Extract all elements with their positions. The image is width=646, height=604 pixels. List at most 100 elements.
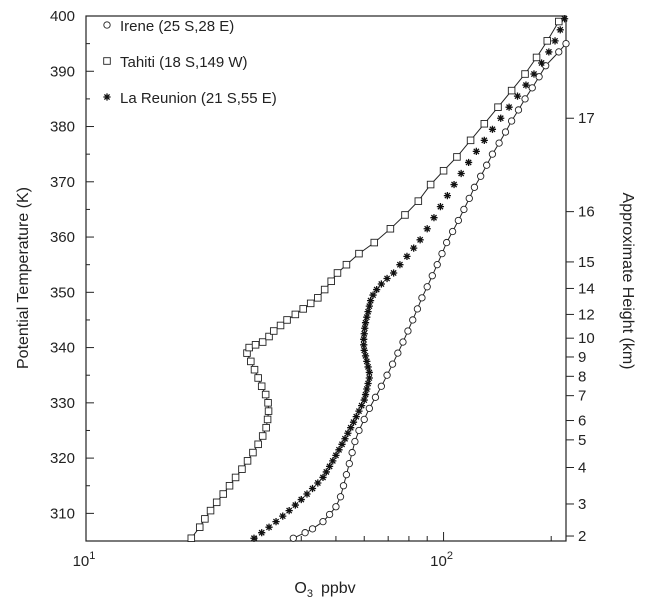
data-point-square — [261, 390, 270, 399]
data-point-circle — [336, 493, 345, 501]
data-point-star — [341, 435, 349, 443]
data-point-star — [285, 507, 293, 515]
data-point-square — [426, 180, 435, 189]
data-point-star — [423, 225, 431, 233]
data-point-circle — [351, 437, 359, 446]
data-point-star — [361, 324, 369, 332]
height-tick-label: 9 — [578, 349, 586, 366]
data-point-square — [225, 481, 234, 490]
y-axis-title: Potential Temperature (K) — [15, 187, 32, 369]
data-point-square — [306, 299, 315, 308]
height-tick-label: 7 — [578, 388, 586, 405]
data-point-star — [332, 451, 340, 459]
data-point-square — [245, 343, 253, 352]
data-point-circle — [345, 459, 353, 468]
data-point-square — [532, 53, 541, 62]
data-point-star — [361, 319, 370, 327]
x-axis-title: O3 ppbv — [294, 580, 355, 600]
data-point-circle — [301, 529, 309, 537]
x-tick-label: 102 — [430, 550, 453, 570]
data-point-square — [264, 399, 272, 407]
data-point-star — [319, 473, 327, 482]
data-point-square — [254, 440, 262, 449]
data-point-square — [480, 120, 489, 128]
data-point-circle — [325, 510, 334, 519]
data-point-star — [537, 59, 546, 67]
series-square — [187, 17, 563, 542]
data-point-square — [265, 332, 273, 341]
data-point-star — [308, 484, 317, 493]
data-point-star — [314, 479, 322, 487]
legend-label: Irene (25 S,28 E) — [120, 18, 234, 35]
data-point-star — [103, 93, 111, 101]
data-point-square — [264, 407, 273, 415]
data-point-circle — [438, 249, 446, 258]
data-point-star — [272, 518, 280, 526]
height-tick-label: 15 — [578, 254, 595, 271]
data-point-square — [212, 498, 221, 507]
y-tick-label: 360 — [50, 229, 75, 246]
data-point-star — [450, 180, 458, 189]
data-point-circle — [495, 139, 503, 147]
data-point-circle — [528, 84, 536, 92]
series-layer — [187, 15, 570, 542]
data-point-circle — [514, 106, 523, 114]
data-point-square — [231, 473, 240, 482]
data-point-circle — [404, 327, 412, 335]
data-point-star — [303, 490, 311, 498]
data-point-circle — [501, 128, 510, 136]
data-point-square — [401, 211, 409, 219]
data-point-circle — [371, 393, 380, 401]
data-point-circle — [399, 338, 407, 346]
height-tick-label: 2 — [578, 528, 586, 545]
data-point-star — [361, 390, 370, 399]
height-axis-ticks: 17 16 15 14 12 10 9 8 7 6 5 4 3 2 — [566, 110, 595, 545]
x-tick-label-exponent: 1 — [89, 550, 95, 562]
data-point-star — [530, 70, 538, 78]
data-point-square — [299, 305, 307, 313]
data-point-circle — [454, 216, 463, 225]
data-point-circle — [394, 349, 402, 357]
data-point-star — [410, 244, 418, 252]
data-point-circle — [409, 316, 417, 324]
height-tick-label: 3 — [578, 496, 586, 513]
y-axis-ticks: 310 320 330 340 350 360 370 380 390 400 — [50, 8, 94, 542]
x-axis-ticks: 101 102 — [73, 532, 552, 570]
data-point-circle — [555, 48, 563, 56]
data-point-star — [551, 37, 559, 45]
data-point-star — [416, 236, 424, 244]
data-point-square — [386, 225, 395, 233]
data-point-square — [320, 285, 329, 294]
data-point-square — [507, 86, 516, 95]
data-point-square — [269, 327, 278, 335]
data-point-circle — [355, 426, 363, 435]
data-point-star — [297, 495, 305, 504]
y-tick-label: 310 — [50, 505, 75, 522]
data-point-circle — [448, 227, 457, 236]
data-point-star — [545, 48, 553, 56]
data-point-circle — [339, 482, 348, 490]
x-tick-label-base: 10 — [73, 553, 90, 570]
series-star — [250, 15, 569, 542]
data-point-circle — [542, 62, 550, 70]
height-tick-label: 6 — [578, 413, 586, 430]
data-point-star — [329, 457, 337, 465]
legend-item: Irene (25 S,28 E) — [103, 18, 234, 35]
data-point-circle — [388, 360, 397, 368]
data-point-star — [325, 462, 334, 470]
legend-item: La Reunion (21 S,55 E) — [103, 90, 277, 107]
data-point-square — [263, 415, 272, 424]
data-point-square — [521, 70, 529, 78]
y-tick-label: 380 — [50, 119, 75, 136]
data-point-star — [363, 385, 371, 393]
data-point-star — [472, 147, 480, 155]
data-point-square — [258, 338, 267, 346]
data-point-star — [338, 440, 346, 448]
x-axis-title-unit: ppbv — [321, 580, 356, 597]
data-point-circle — [465, 194, 473, 203]
data-point-star — [383, 274, 391, 283]
data-point-star — [373, 285, 381, 294]
data-point-square — [249, 448, 257, 457]
